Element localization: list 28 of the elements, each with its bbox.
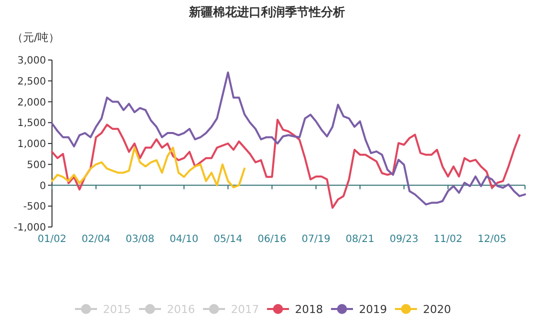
legend-label: 2019	[359, 303, 387, 316]
x-tick-label: 12/05	[478, 234, 506, 245]
y-tick-label: 1,500	[17, 118, 46, 130]
line-series	[51, 146, 246, 188]
y-tick-label: -500	[23, 202, 46, 213]
x-tick-label: 08/21	[346, 234, 374, 245]
x-tick-label: 02/04	[82, 234, 110, 245]
x-tick-label: 07/19	[302, 234, 330, 245]
y-tick-label: 2,500	[17, 76, 46, 88]
legend-label: 2020	[423, 303, 451, 316]
x-tick-label: 11/02	[434, 234, 462, 245]
y-tick-label: 2,000	[17, 97, 46, 108]
x-tick-label: 09/23	[390, 234, 418, 245]
line-series	[51, 72, 526, 206]
x-tick-label: 03/08	[126, 234, 154, 245]
y-tick-label: 0	[40, 180, 46, 192]
legend-label: 2018	[295, 303, 323, 316]
x-tick-label: 01/02	[38, 234, 66, 245]
y-axis-title: （元/吨）	[12, 31, 60, 44]
chart-title: 新疆棉花进口利润季节性分析	[188, 5, 345, 19]
y-tick-label: 1,000	[17, 139, 46, 150]
x-tick-label: 04/10	[170, 234, 198, 245]
y-tick-label: 500	[26, 160, 46, 171]
line-series	[51, 118, 520, 209]
y-tick-label: -1,000	[14, 222, 46, 234]
y-tick-label: 3,000	[17, 56, 46, 66]
x-tick-label: 06/16	[258, 234, 286, 245]
x-tick-label: 05/14	[214, 234, 242, 245]
